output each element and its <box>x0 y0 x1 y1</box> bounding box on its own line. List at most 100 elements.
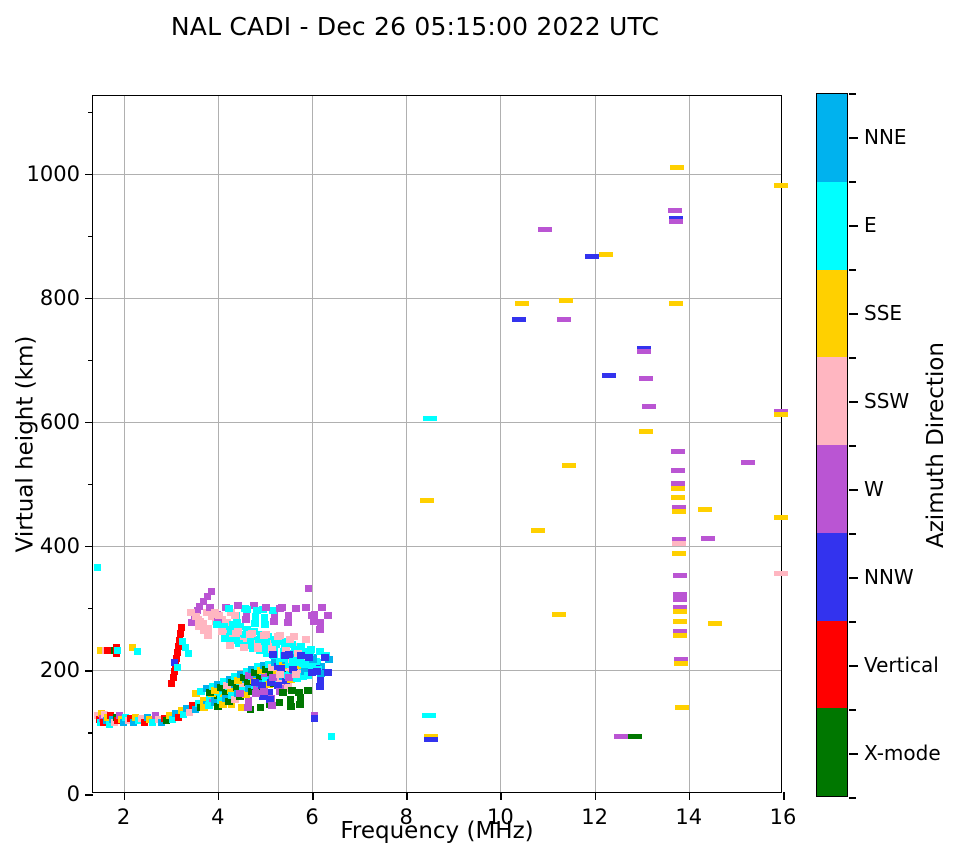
echo-mark <box>324 612 333 620</box>
y-axis-minor-tick <box>88 483 93 486</box>
echo-mark <box>227 686 236 694</box>
echo-mark <box>301 668 310 676</box>
y-axis-tick-label: 0 <box>66 782 80 806</box>
echo-mark <box>157 718 165 726</box>
echo-mark <box>774 411 789 417</box>
echo-mark <box>272 666 281 674</box>
echo-mark <box>308 662 316 670</box>
y-axis-tick <box>85 297 93 300</box>
echo-mark <box>255 635 264 643</box>
colorbar-tick <box>849 313 858 315</box>
echo-mark <box>267 646 276 654</box>
echo-mark <box>300 648 308 656</box>
echo-mark <box>224 604 233 612</box>
colorbar-boundary-tick <box>849 269 856 271</box>
echo-mark <box>194 699 202 707</box>
colorbar-boundary-tick <box>849 621 856 623</box>
echo-mark <box>671 494 686 500</box>
echo-mark <box>316 619 324 627</box>
echo-mark <box>231 629 240 637</box>
echo-mark <box>294 689 303 697</box>
echo-mark <box>132 713 140 721</box>
echo-mark <box>183 704 191 712</box>
echo-mark <box>257 681 266 689</box>
colorbar-segment-ssw <box>817 357 847 445</box>
echo-mark <box>194 622 203 630</box>
echo-mark <box>310 617 319 625</box>
echo-mark <box>552 611 567 617</box>
colorbar-label-vertical: Vertical <box>864 653 939 677</box>
echo-mark <box>297 651 306 659</box>
echo-mark <box>207 588 215 596</box>
echo-mark <box>673 591 688 597</box>
colorbar-boundary-tick <box>849 533 856 535</box>
colorbar-segment-x-mode <box>817 708 847 796</box>
echo-mark <box>205 603 214 611</box>
echo-mark <box>236 670 245 678</box>
echo-mark <box>169 716 177 724</box>
echo-mark <box>261 671 270 679</box>
echo-mark <box>266 688 274 696</box>
echo-mark <box>202 608 211 616</box>
echo-mark <box>242 690 251 698</box>
echo-mark <box>298 659 307 667</box>
echo-mark <box>253 685 262 693</box>
echo-mark <box>104 646 112 654</box>
echo-mark <box>231 612 240 620</box>
echo-mark <box>261 614 269 622</box>
echo-mark <box>187 619 195 627</box>
echo-mark <box>242 668 251 676</box>
echo-mark <box>234 602 243 610</box>
echo-mark <box>263 649 272 657</box>
echo-mark <box>188 702 196 710</box>
echo-mark <box>251 613 259 621</box>
y-axis-minor-tick <box>88 111 93 114</box>
echo-mark <box>255 674 264 682</box>
echo-mark <box>423 736 438 742</box>
echo-mark <box>271 640 280 648</box>
echo-mark <box>673 632 688 638</box>
azimuth-colorbar <box>816 93 848 797</box>
echo-mark <box>263 642 271 650</box>
echo-mark <box>285 635 294 643</box>
echo-mark <box>191 706 199 714</box>
colorbar-tick <box>849 577 858 579</box>
echo-mark <box>217 684 226 692</box>
echo-mark <box>219 678 228 686</box>
echo-mark <box>320 654 329 662</box>
colorbar-label-sse: SSE <box>864 301 903 325</box>
echo-mark <box>672 508 687 514</box>
gridline-vertical <box>312 96 313 792</box>
echo-mark <box>173 663 181 671</box>
echo-mark <box>668 301 683 307</box>
echo-mark <box>289 657 298 665</box>
echo-mark <box>221 689 230 697</box>
y-axis-minor-tick <box>88 731 93 734</box>
echo-mark <box>112 650 120 658</box>
echo-mark <box>556 316 571 322</box>
echo-mark <box>173 649 181 657</box>
echo-mark <box>238 681 247 689</box>
gridline-vertical <box>123 96 125 792</box>
echo-mark <box>248 665 257 673</box>
echo-mark <box>231 673 240 681</box>
x-axis-label: Frequency (MHz) <box>340 818 534 844</box>
echo-mark <box>308 669 317 677</box>
echo-mark <box>228 620 237 628</box>
echo-mark <box>260 621 269 629</box>
echo-mark <box>290 645 299 653</box>
echo-mark <box>673 609 688 615</box>
echo-mark <box>252 607 261 615</box>
gridline-horizontal <box>93 669 781 671</box>
echo-mark <box>316 626 325 634</box>
echo-mark <box>312 668 321 676</box>
echo-mark <box>292 674 301 682</box>
echo-mark <box>222 694 231 702</box>
echo-mark <box>308 612 317 620</box>
echo-mark <box>707 620 722 626</box>
echo-mark <box>138 714 145 722</box>
colorbar-label-nnw: NNW <box>864 565 914 589</box>
echo-mark <box>740 459 755 465</box>
echo-mark <box>225 642 234 650</box>
echo-mark <box>205 694 213 702</box>
